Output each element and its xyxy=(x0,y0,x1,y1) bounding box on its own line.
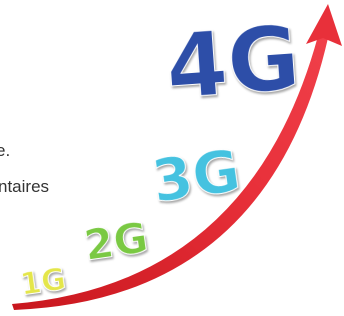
gen-label: 4G xyxy=(163,7,303,119)
side-text: ntaires xyxy=(0,177,49,196)
gen-label: 1G xyxy=(18,262,68,303)
side-text: e. xyxy=(0,141,10,160)
gen-label: 3G xyxy=(148,136,245,216)
illustration: e. ntaires 1G 2G 3G 4G xyxy=(0,0,344,316)
page: {"side_text": {"line1": "e.", "line2": "… xyxy=(0,0,344,316)
gen-label: 2G xyxy=(81,213,151,270)
